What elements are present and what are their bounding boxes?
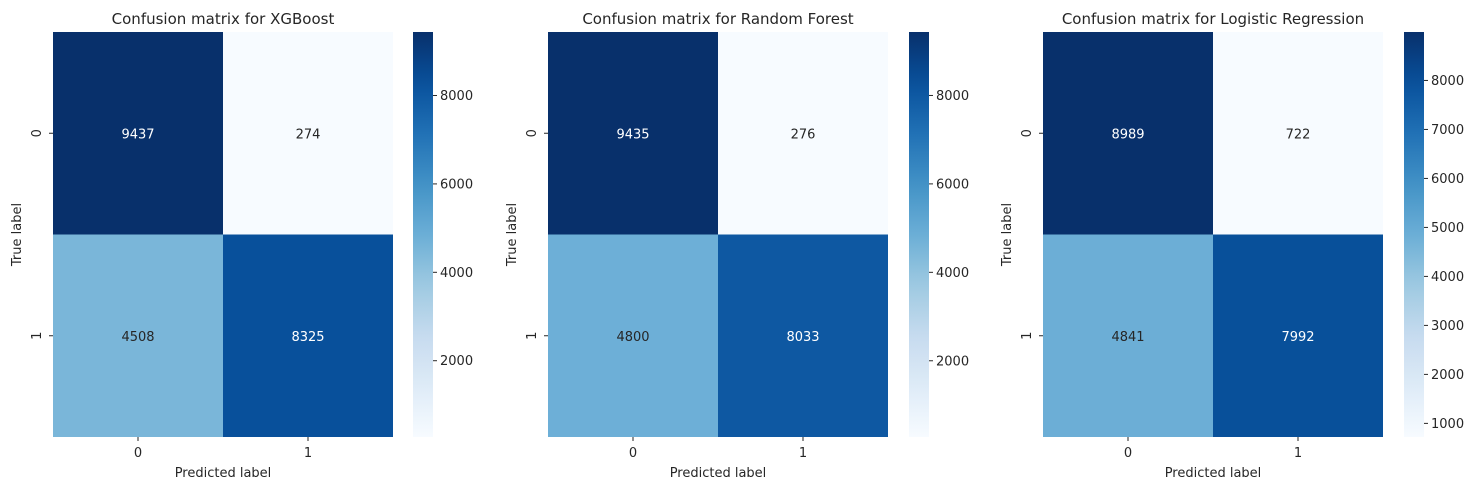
cell-value-label: 276 [791, 127, 816, 142]
colorbar-tick-label: 1000 [1431, 417, 1464, 432]
colorbar-tick-label: 4000 [936, 266, 969, 281]
cell-value-label: 4508 [121, 330, 154, 345]
colorbar-tick-label: 4000 [440, 266, 473, 281]
colorbar-tick-label: 8000 [1431, 74, 1464, 89]
y-tick-label: 1 [30, 332, 45, 340]
colorbar-tick-label: 2000 [936, 354, 969, 369]
colorbar-tick-label: 6000 [440, 177, 473, 192]
colorbar-tick-label: 8000 [936, 89, 969, 104]
cell-value-label: 9435 [616, 127, 649, 142]
heatmap-cell [1043, 32, 1213, 235]
y-axis-label: True label [505, 203, 520, 267]
x-tick-label: 0 [1124, 446, 1132, 461]
x-tick-label: 0 [629, 446, 637, 461]
cell-value-label: 9437 [121, 127, 154, 142]
chart-title: Confusion matrix for Random Forest [582, 10, 853, 28]
cell-value-label: 722 [1286, 127, 1311, 142]
y-tick-label: 1 [1020, 332, 1035, 340]
x-axis-label: Predicted label [1165, 466, 1262, 481]
cell-value-label: 8989 [1111, 127, 1144, 142]
y-tick-label: 1 [525, 332, 540, 340]
cell-value-label: 4841 [1111, 330, 1144, 345]
chart-title: Confusion matrix for Logistic Regression [1062, 10, 1364, 28]
heatmap-cell [53, 32, 223, 235]
colorbar [1404, 32, 1424, 437]
colorbar-tick-label: 2000 [1431, 368, 1464, 383]
y-axis-label: True label [10, 203, 25, 267]
confusion-matrix-panel-1: 9437 274 4508 8325 0 1 0 1 Confusion matrix for … [10, 10, 473, 481]
x-axis-label: Predicted label [175, 466, 272, 481]
x-tick-label: 1 [1294, 446, 1302, 461]
heatmap-cell [1213, 234, 1383, 437]
heatmap-cell [1213, 32, 1383, 235]
confusion-matrix-panel-3: 8989 722 4841 7992 0 1 0 1 Confusion matrix for … [1000, 10, 1464, 481]
y-tick-label: 0 [1020, 129, 1035, 137]
heatmap-cell [223, 234, 393, 437]
x-tick-label: 1 [799, 446, 807, 461]
y-tick-label: 0 [30, 129, 45, 137]
x-tick-label: 1 [304, 446, 312, 461]
heatmap-cell [1043, 234, 1213, 437]
cell-value-label: 4800 [616, 330, 649, 345]
heatmap-cell [223, 32, 393, 235]
heatmap-cell [548, 32, 718, 235]
confusion-matrix-panel-2: 9435 276 4800 8033 0 1 0 1 Confusion matrix for … [505, 10, 969, 481]
colorbar [413, 32, 433, 437]
cell-value-label: 8325 [291, 330, 324, 345]
colorbar-tick-label: 2000 [440, 354, 473, 369]
chart-title: Confusion matrix for XGBoost [112, 10, 335, 28]
colorbar-tick-label: 3000 [1431, 319, 1464, 334]
colorbar-tick-label: 6000 [1431, 172, 1464, 187]
cell-value-label: 8033 [786, 330, 819, 345]
heatmap-cell [718, 32, 888, 235]
y-tick-label: 0 [525, 129, 540, 137]
cell-value-label: 7992 [1281, 330, 1314, 345]
x-tick-label: 0 [134, 446, 142, 461]
heatmap-cell [53, 234, 223, 437]
colorbar-tick-label: 5000 [1431, 221, 1464, 236]
colorbar-tick-label: 4000 [1431, 270, 1464, 285]
colorbar-tick-label: 8000 [440, 89, 473, 104]
colorbar-tick-label: 7000 [1431, 123, 1464, 138]
x-axis-label: Predicted label [670, 466, 767, 481]
colorbar-tick-label: 6000 [936, 177, 969, 192]
y-axis-label: True label [1000, 203, 1015, 267]
heatmap-cell [718, 234, 888, 437]
heatmap-cell [548, 234, 718, 437]
colorbar [909, 32, 929, 437]
cell-value-label: 274 [296, 127, 321, 142]
